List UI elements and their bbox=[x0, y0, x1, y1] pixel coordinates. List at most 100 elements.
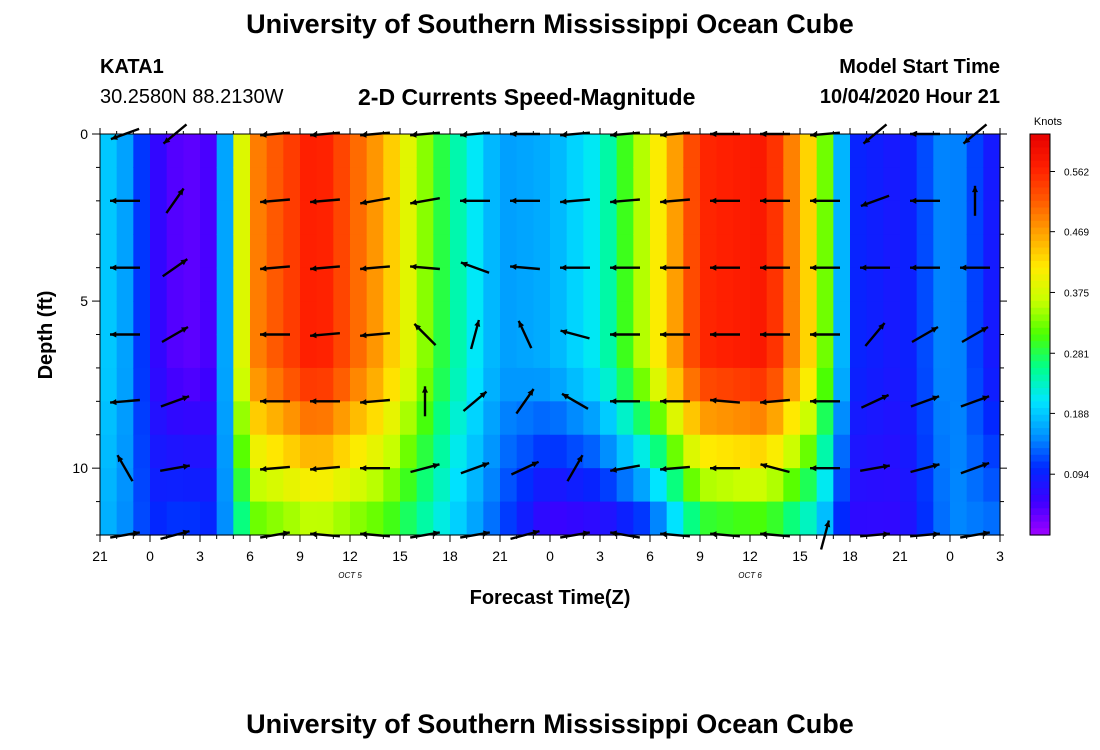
heatmap-cell bbox=[516, 501, 534, 536]
heatmap-cell bbox=[833, 334, 851, 369]
heatmap-cell bbox=[216, 234, 234, 269]
heatmap-cell bbox=[650, 167, 668, 202]
heatmap-cell bbox=[733, 434, 751, 469]
heatmap-cell bbox=[200, 401, 218, 436]
heatmap-cell bbox=[683, 468, 701, 503]
heatmap-cell bbox=[250, 267, 268, 302]
colorbar-swatch bbox=[1030, 180, 1050, 189]
heatmap-cell bbox=[816, 334, 834, 369]
heatmap-cell bbox=[816, 434, 834, 469]
colorbar-swatch bbox=[1030, 174, 1050, 182]
colorbar-swatch bbox=[1030, 374, 1050, 382]
heatmap-cell bbox=[600, 267, 618, 302]
heatmap-cell bbox=[516, 200, 534, 235]
heatmap-cell bbox=[850, 501, 868, 536]
heatmap-cell bbox=[316, 167, 334, 202]
heatmap-cell bbox=[633, 434, 651, 469]
heatmap-cell bbox=[416, 267, 434, 302]
vector-arrow bbox=[510, 197, 540, 204]
heatmap-cell bbox=[250, 468, 268, 503]
heatmap-cell bbox=[300, 267, 318, 302]
heatmap-cell bbox=[733, 401, 751, 436]
heatmap-cell bbox=[400, 301, 418, 336]
vector-arrow bbox=[760, 331, 790, 338]
heatmap-cell bbox=[383, 167, 401, 202]
heatmap-cell bbox=[916, 468, 934, 503]
heatmap-cell bbox=[666, 434, 684, 469]
vector-arrow bbox=[610, 331, 640, 338]
heatmap-cell bbox=[750, 267, 768, 302]
heatmap-cell bbox=[166, 267, 184, 302]
heatmap-cell bbox=[883, 167, 901, 202]
heatmap-cell bbox=[300, 334, 318, 369]
heatmap-cell bbox=[100, 267, 118, 302]
heatmap-cell bbox=[966, 267, 984, 302]
heatmap-cell bbox=[466, 334, 484, 369]
heatmap-cell bbox=[283, 401, 301, 436]
heatmap-cell bbox=[800, 234, 818, 269]
heatmap-cell bbox=[500, 301, 518, 336]
heatmap-cell bbox=[866, 468, 884, 503]
heatmap-cell bbox=[466, 267, 484, 302]
heatmap-cell bbox=[150, 367, 168, 402]
heatmap-cell bbox=[116, 234, 134, 269]
colorbar-swatch bbox=[1030, 421, 1050, 429]
heatmap-cell bbox=[533, 267, 551, 302]
heatmap-cell bbox=[783, 468, 801, 503]
vector-arrow bbox=[110, 331, 140, 338]
colorbar-swatch bbox=[1030, 334, 1050, 342]
heatmap-cell bbox=[550, 434, 568, 469]
heatmap-cell bbox=[266, 501, 284, 536]
heatmap-cell bbox=[233, 267, 251, 302]
vector-arrow bbox=[760, 463, 790, 474]
heatmap-cell bbox=[600, 167, 618, 202]
heatmap-cell bbox=[816, 367, 834, 402]
colorbar-swatch bbox=[1030, 167, 1050, 175]
heatmap-cell bbox=[900, 167, 918, 202]
heatmap-cell bbox=[833, 134, 851, 169]
vector-arrow bbox=[259, 198, 291, 205]
heatmap-cell bbox=[683, 200, 701, 235]
heatmap-cell bbox=[750, 200, 768, 235]
heatmap-cell bbox=[783, 401, 801, 436]
heatmap-cell bbox=[350, 301, 368, 336]
heatmap-cell bbox=[200, 134, 218, 169]
heatmap-cell bbox=[383, 200, 401, 235]
heatmap-cell bbox=[916, 234, 934, 269]
colorbar-swatch bbox=[1030, 134, 1050, 142]
vector-arrow bbox=[422, 386, 428, 417]
heatmap-cell bbox=[633, 167, 651, 202]
heatmap-cell bbox=[183, 200, 201, 235]
vector-arrow bbox=[710, 331, 740, 338]
heatmap-cell bbox=[550, 234, 568, 269]
heatmap-cell bbox=[333, 134, 351, 169]
heatmap-cell bbox=[133, 301, 151, 336]
colorbar-swatch bbox=[1030, 147, 1050, 155]
heatmap-cell bbox=[383, 301, 401, 336]
heatmap-cells bbox=[100, 134, 1001, 536]
heatmap-cell bbox=[916, 401, 934, 436]
colorbar-swatch bbox=[1030, 247, 1050, 255]
colorbar: 0.562 0.469 0.375 0.281 0.188 0.094 bbox=[1029, 133, 1089, 536]
heatmap-cell bbox=[266, 468, 284, 503]
colorbar-swatch bbox=[1030, 414, 1050, 422]
colorbar-swatch bbox=[1030, 214, 1050, 222]
model-start-value: 10/04/2020 Hour 21 bbox=[819, 86, 1000, 108]
colorbar-swatch bbox=[1030, 454, 1050, 463]
heatmap-cell bbox=[533, 501, 551, 536]
heatmap-cell bbox=[966, 334, 984, 369]
heatmap-cell bbox=[733, 134, 751, 169]
heatmap-cell bbox=[100, 200, 118, 235]
heatmap-cell bbox=[616, 367, 634, 402]
heatmap-cell bbox=[816, 234, 834, 269]
heatmap-cell bbox=[616, 134, 634, 169]
heatmap-cell bbox=[466, 468, 484, 503]
heatmap-cell bbox=[316, 234, 334, 269]
heatmap-cell bbox=[233, 501, 251, 536]
heatmap-cell bbox=[500, 134, 518, 169]
heatmap-cell bbox=[133, 234, 151, 269]
heatmap-cell bbox=[350, 468, 368, 503]
heatmap-cell bbox=[600, 501, 618, 536]
heatmap-cell bbox=[133, 167, 151, 202]
heatmap-cell bbox=[850, 267, 868, 302]
